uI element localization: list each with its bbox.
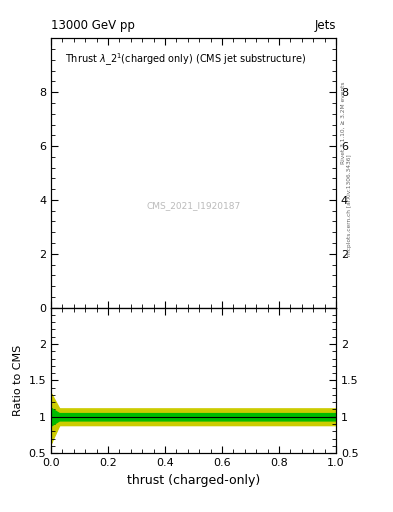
Text: Thrust $\lambda\_2^1$(charged only) (CMS jet substructure): Thrust $\lambda\_2^1$(charged only) (CMS… (65, 52, 307, 69)
Text: CMS_2021_I1920187: CMS_2021_I1920187 (147, 201, 241, 210)
Text: mcplots.cern.ch [arXiv:1306.3436]: mcplots.cern.ch [arXiv:1306.3436] (347, 154, 352, 255)
Y-axis label: Ratio to CMS: Ratio to CMS (13, 345, 23, 416)
Text: 13000 GeV pp: 13000 GeV pp (51, 19, 135, 32)
Text: Rivet 3.1.10, ≥ 3.2M events: Rivet 3.1.10, ≥ 3.2M events (341, 81, 346, 164)
Text: Jets: Jets (314, 19, 336, 32)
X-axis label: thrust (charged-only): thrust (charged-only) (127, 474, 260, 486)
